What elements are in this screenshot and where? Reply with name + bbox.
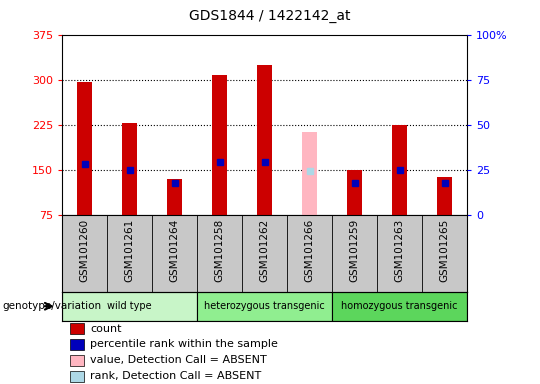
Text: homozygous transgenic: homozygous transgenic xyxy=(341,301,458,311)
Text: GSM101263: GSM101263 xyxy=(395,219,404,282)
Bar xyxy=(77,82,92,215)
Bar xyxy=(256,65,273,215)
Bar xyxy=(347,170,362,215)
Text: GSM101264: GSM101264 xyxy=(170,219,180,282)
Text: GSM101265: GSM101265 xyxy=(440,219,450,282)
Bar xyxy=(70,371,84,382)
Bar xyxy=(70,355,84,366)
Bar xyxy=(122,123,138,215)
Text: GDS1844 / 1422142_at: GDS1844 / 1422142_at xyxy=(189,9,351,23)
Bar xyxy=(62,292,197,321)
Bar xyxy=(332,292,467,321)
Bar xyxy=(437,177,453,215)
Text: GSM101266: GSM101266 xyxy=(305,219,315,282)
Bar xyxy=(212,76,227,215)
Text: GSM101259: GSM101259 xyxy=(349,219,360,282)
Text: value, Detection Call = ABSENT: value, Detection Call = ABSENT xyxy=(91,355,267,365)
Bar xyxy=(392,125,408,215)
Text: percentile rank within the sample: percentile rank within the sample xyxy=(91,339,278,349)
Text: genotype/variation: genotype/variation xyxy=(3,301,102,311)
Text: GSM101262: GSM101262 xyxy=(260,219,269,282)
Text: heterozygous transgenic: heterozygous transgenic xyxy=(204,301,325,311)
Bar xyxy=(70,339,84,350)
Text: rank, Detection Call = ABSENT: rank, Detection Call = ABSENT xyxy=(91,371,262,381)
Text: GSM101258: GSM101258 xyxy=(214,219,225,282)
Text: count: count xyxy=(91,324,122,334)
Bar xyxy=(197,292,332,321)
Text: GSM101260: GSM101260 xyxy=(79,219,90,282)
Bar xyxy=(302,132,318,215)
Text: wild type: wild type xyxy=(107,301,152,311)
Text: GSM101261: GSM101261 xyxy=(125,219,134,282)
Bar xyxy=(70,323,84,334)
Bar xyxy=(167,179,183,215)
